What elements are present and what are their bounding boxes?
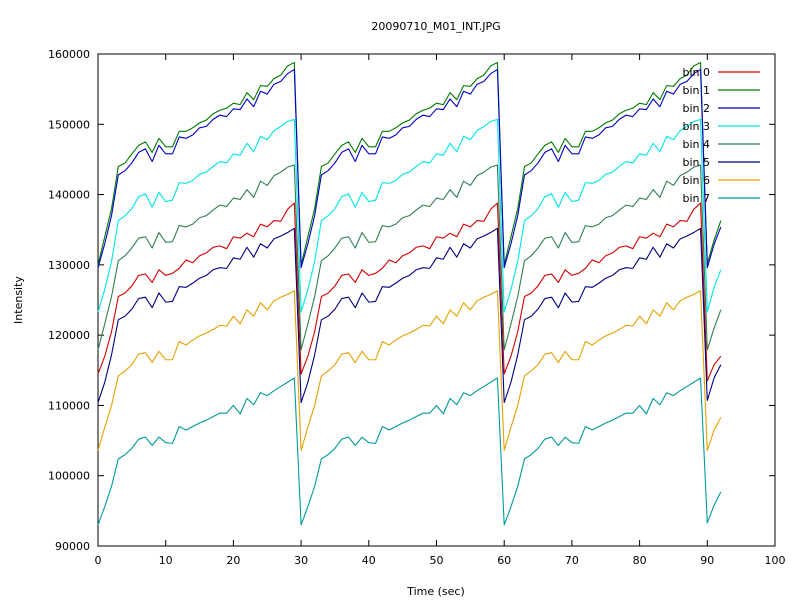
- y-tick-label: 120000: [48, 329, 90, 342]
- series-line-bin-6: [97, 290, 722, 451]
- y-tick-label: 150000: [48, 118, 90, 131]
- x-tick-label: 0: [95, 554, 102, 567]
- x-tick-label: 90: [700, 554, 714, 567]
- y-tick-label: 100000: [48, 470, 90, 483]
- legend-label: bin 2: [682, 102, 710, 115]
- y-axis: 90000 100000 110000 120000 130000 140000 15000…: [48, 48, 775, 553]
- y-tick-label: 90000: [55, 540, 90, 553]
- x-tick-label: 40: [362, 554, 376, 567]
- series-lines: [97, 61, 722, 526]
- series-line-bin-3: [97, 118, 722, 313]
- legend-label: bin 6: [682, 174, 710, 187]
- x-tick-label: 50: [430, 554, 444, 567]
- x-tick-label: 30: [294, 554, 308, 567]
- x-tick-label: 100: [765, 554, 786, 567]
- y-tick-label: 160000: [48, 48, 90, 61]
- x-axis: 0 10 20 30 40 50 60 70 80 90 100: [95, 54, 786, 567]
- x-tick-label: 70: [565, 554, 579, 567]
- y-axis-label: Intensity: [12, 276, 25, 324]
- legend: bin 0 bin 1 bin 2 bin 3 bin 4 bin 5 bin 6 bin 7: [682, 66, 760, 205]
- series-line-bin-1: [97, 61, 722, 266]
- x-tick-label: 10: [159, 554, 173, 567]
- legend-label: bin 5: [682, 156, 710, 169]
- legend-label: bin 4: [682, 138, 710, 151]
- legend-label: bin 7: [682, 192, 710, 205]
- legend-label: bin 3: [682, 120, 710, 133]
- x-axis-label: Time (sec): [406, 585, 465, 598]
- series-line-bin-0: [97, 202, 722, 382]
- y-tick-label: 110000: [48, 399, 90, 412]
- x-tick-label: 20: [226, 554, 240, 567]
- x-tick-label: 60: [497, 554, 511, 567]
- chart-title: 20090710_M01_INT.JPG: [371, 20, 500, 33]
- y-tick-label: 140000: [48, 189, 90, 202]
- legend-label: bin 0: [682, 66, 710, 79]
- y-tick-label: 130000: [48, 259, 90, 272]
- legend-label: bin 1: [682, 84, 710, 97]
- series-line-bin-4: [97, 164, 722, 351]
- series-line-bin-7: [97, 377, 722, 526]
- x-tick-label: 80: [633, 554, 647, 567]
- series-line-bin-2: [97, 68, 722, 269]
- series-line-bin-5: [97, 227, 722, 404]
